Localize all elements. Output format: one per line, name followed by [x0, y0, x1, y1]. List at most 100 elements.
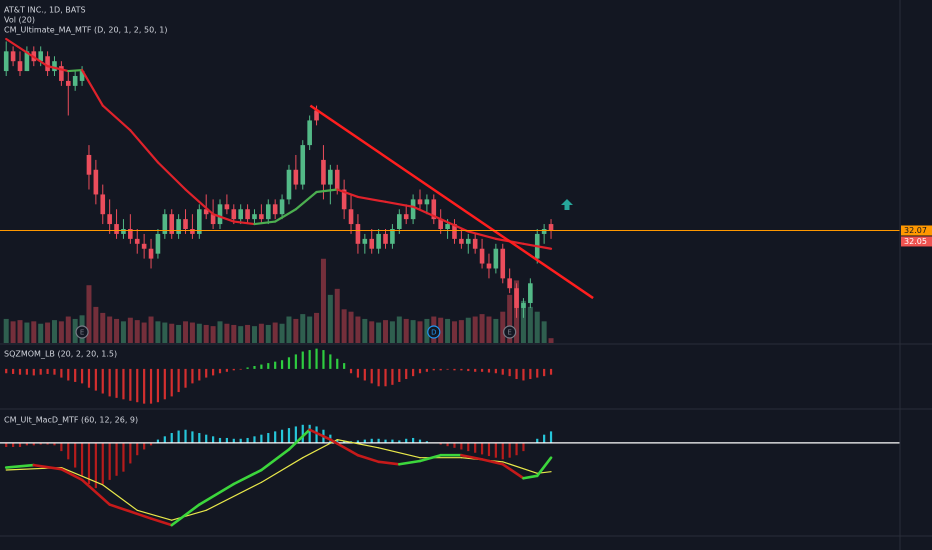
candle-body [238, 209, 243, 220]
histogram-bar [460, 442, 463, 450]
candle-body [245, 209, 250, 220]
trend-line [309, 104, 594, 300]
ma-line [315, 188, 339, 194]
volume-bar [176, 324, 182, 343]
ma-line [232, 220, 256, 226]
signal-line [302, 439, 338, 459]
volume-title: Vol (20) [4, 16, 35, 25]
volume-bar [189, 322, 195, 343]
volume-bar [465, 317, 471, 343]
histogram-bar [12, 442, 15, 448]
candle-body [72, 76, 78, 86]
volume-bar [417, 321, 423, 343]
volume-bar [479, 314, 485, 343]
event-marker [75, 325, 89, 339]
macd-line [287, 428, 311, 451]
candle-body [369, 238, 375, 249]
volume-bar [500, 311, 506, 343]
candle-body [176, 219, 181, 234]
volume-bar [383, 320, 389, 343]
ma-line [274, 208, 297, 223]
histogram-bar [501, 368, 504, 375]
candle-body [265, 204, 271, 220]
ma-line [253, 220, 277, 226]
histogram-bar [543, 434, 546, 443]
histogram-bar [480, 368, 484, 372]
volume-bar [341, 309, 347, 343]
volume-bar [369, 321, 375, 343]
histogram-bar [418, 439, 422, 443]
volume-bar [396, 316, 402, 343]
volume-bar [72, 318, 78, 343]
event-label: E [507, 329, 511, 337]
candle-body [79, 71, 85, 81]
histogram-bar [412, 368, 415, 377]
candle-body [452, 224, 457, 239]
ma-line [522, 242, 553, 250]
volume-bar [224, 323, 230, 343]
candle-body [486, 263, 492, 269]
volume-bar [141, 322, 147, 343]
histogram-bar [205, 434, 208, 443]
histogram-bar [212, 368, 215, 376]
macd-line [149, 517, 174, 527]
candle-body [548, 224, 554, 231]
volume-bar [169, 323, 175, 343]
histogram-bar [53, 368, 56, 375]
price-tag-label: 32.07 [904, 226, 927, 235]
histogram-bar [60, 368, 63, 378]
candle-body [114, 224, 119, 234]
candle-body [155, 233, 161, 254]
volume-bar [403, 318, 409, 343]
histogram-bar [25, 368, 28, 375]
macd-line [398, 459, 422, 466]
histogram-bar [287, 428, 291, 443]
histogram-bar [384, 368, 387, 387]
histogram-bar [32, 368, 35, 376]
marks-layer [0, 37, 932, 527]
histogram-bar [156, 368, 160, 403]
histogram-bar [184, 429, 187, 443]
candle-body [148, 248, 154, 259]
volume-bar [120, 321, 126, 343]
histogram-bar [432, 368, 435, 371]
candle-body [128, 228, 133, 239]
ma-line [467, 230, 497, 240]
signal-line [171, 509, 207, 521]
candle-body [272, 204, 278, 215]
volume-bar [258, 323, 264, 343]
candle-body [362, 238, 368, 244]
histogram-bar [391, 368, 394, 385]
histogram-bar [487, 442, 491, 457]
candle-body [162, 214, 168, 234]
volume-bar [486, 316, 492, 343]
histogram-bar [308, 424, 311, 443]
volume-bar [507, 294, 513, 343]
histogram-bar [308, 350, 311, 369]
histogram-bar [322, 350, 325, 369]
histogram-bar [46, 368, 49, 374]
volume-bar [320, 258, 326, 343]
histogram-bar [467, 368, 470, 372]
histogram-bar [487, 368, 491, 373]
volume-bar [17, 320, 23, 343]
ma-line [46, 65, 70, 73]
volume-bar [114, 318, 120, 343]
histogram-bar [129, 442, 132, 464]
candle-body [300, 145, 306, 185]
candle-body [500, 248, 506, 279]
volume-bar [51, 320, 57, 343]
histogram-bar [12, 368, 15, 374]
histogram-bar [467, 442, 470, 452]
histogram-bar [67, 368, 70, 381]
volume-bar [31, 321, 37, 343]
histogram-bar [439, 368, 442, 371]
candle-body [52, 61, 57, 72]
signal-line [136, 509, 173, 521]
ma-line [439, 218, 470, 233]
ma-line [101, 104, 132, 132]
ma-title: CM_Ultimate_MA_MTF (D, 20, 1, 2, 50, 1) [4, 26, 167, 35]
histogram-bar [501, 442, 504, 460]
